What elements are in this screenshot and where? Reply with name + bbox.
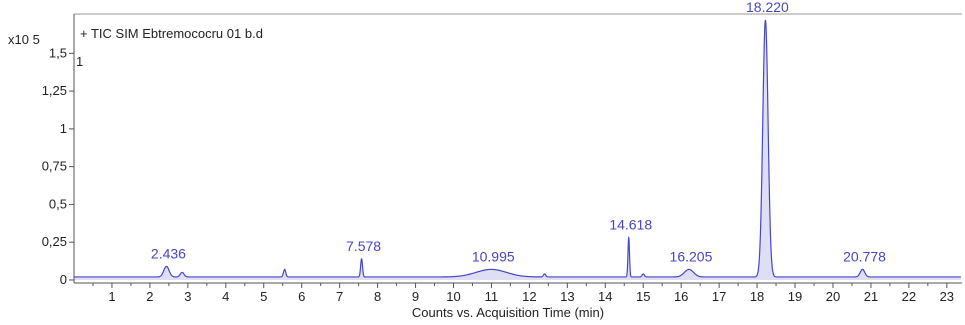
x-tick-label: 5	[260, 289, 267, 304]
x-tick-label: 14	[598, 289, 612, 304]
x-tick-label: 8	[374, 289, 381, 304]
x-tick-label: 22	[902, 289, 916, 304]
x-tick-label: 4	[222, 289, 229, 304]
y-tick-label: 1	[60, 121, 67, 136]
x-tick-label: 11	[485, 289, 499, 304]
series-line	[74, 19, 961, 278]
x-axis-title: Counts vs. Acquisition Time (min)	[412, 305, 604, 320]
y-tick-label: 0,5	[49, 196, 67, 211]
x-tick-label: 9	[412, 289, 419, 304]
scale-label: x10 5	[8, 32, 40, 47]
y-tick-label: 0,75	[42, 159, 67, 174]
x-tick-label: 10	[446, 289, 460, 304]
chart-title: + TIC SIM Ebtremococru 01 b.d	[80, 26, 263, 41]
y-tick-label: 1,5	[49, 45, 67, 60]
x-axis: 1 2 3 4 5 6 7 8 9 10 11 12 13 14 15 16 17 18 19 20 21 22 23	[74, 282, 962, 304]
x-tick-label: 13	[560, 289, 574, 304]
peak-label: 20.778	[843, 248, 886, 264]
peak-label: 14.618	[609, 217, 652, 233]
peak-label: 18.220	[746, 0, 789, 15]
y-tick-label: 0,25	[42, 234, 67, 249]
x-tick-label: 12	[522, 289, 536, 304]
y-tick-label: 1,25	[42, 83, 67, 98]
x-tick-label: 3	[184, 289, 191, 304]
peak-labels: 2.436 7.578 10.995 14.618 16.205 18.220 20.778	[151, 0, 886, 264]
x-tick-label: 20	[826, 289, 840, 304]
x-tick-label: 21	[864, 289, 878, 304]
x-tick-label: 23	[940, 289, 954, 304]
y-axis: 0 0,25 0,5 0,75 1 1,25 1,5	[42, 13, 962, 287]
x-tick-label: 15	[636, 289, 650, 304]
peak-label: 2.436	[151, 245, 186, 261]
x-tick-label: 6	[298, 289, 305, 304]
peak-label: 16.205	[670, 248, 713, 264]
x-tick-label: 1	[108, 289, 115, 304]
series	[74, 19, 961, 280]
x-tick-label: 16	[674, 289, 688, 304]
y-tick-label: 0	[60, 272, 67, 287]
x-tick-label: 2	[146, 289, 153, 304]
peak-label: 10.995	[472, 248, 515, 264]
x-tick-label: 18	[750, 289, 764, 304]
series-area	[74, 20, 961, 280]
x-tick-label: 17	[712, 289, 726, 304]
x-tick-label: 7	[336, 289, 343, 304]
peak-label: 7.578	[346, 238, 381, 254]
x-tick-label: 19	[788, 289, 802, 304]
y-top-marker: 1	[76, 54, 83, 69]
